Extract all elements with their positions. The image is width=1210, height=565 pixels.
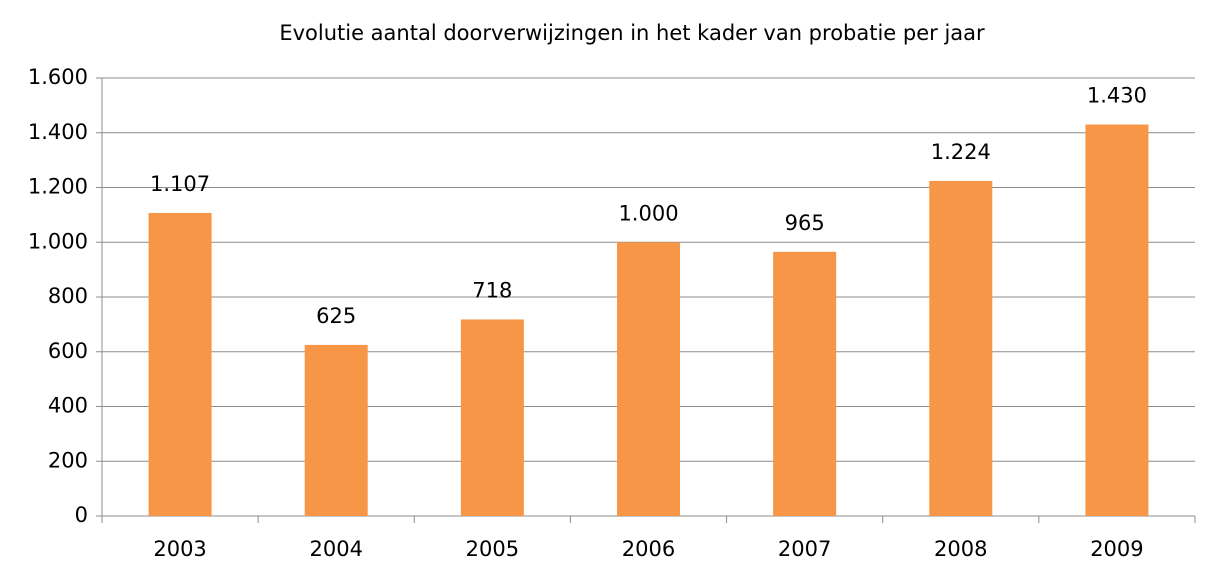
value-label: 965 [785, 211, 825, 235]
value-label: 1.107 [150, 172, 210, 196]
bar [929, 180, 993, 516]
x-tick-label: 2007 [778, 537, 831, 561]
y-tick-label: 400 [48, 394, 88, 418]
y-tick-label: 1.200 [28, 175, 88, 199]
y-tick-label: 200 [48, 448, 88, 472]
y-tick-label: 0 [75, 503, 88, 527]
x-tick-label: 2003 [153, 537, 206, 561]
x-tick-label: 2008 [934, 537, 987, 561]
bar [773, 251, 837, 517]
y-tick-label: 1.400 [28, 120, 88, 144]
bar [304, 344, 368, 516]
x-tick-label: 2005 [466, 537, 519, 561]
x-tick-label: 2006 [622, 537, 675, 561]
x-tick-label: 2004 [309, 537, 362, 561]
x-tick-label: 2009 [1090, 537, 1143, 561]
y-tick-label: 1.600 [28, 65, 88, 89]
y-tick-label: 1.000 [28, 229, 88, 253]
y-tick-label: 800 [48, 284, 88, 308]
value-label: 1.224 [931, 140, 991, 164]
value-label: 625 [316, 304, 356, 328]
bar [1085, 124, 1149, 516]
bar [460, 319, 524, 516]
value-label: 718 [472, 278, 512, 302]
chart-title: Evolutie aantal doorverwijzingen in het … [279, 21, 985, 45]
bar [617, 242, 680, 516]
value-label: 1.430 [1087, 84, 1147, 108]
value-label: 1.000 [618, 201, 678, 225]
y-tick-label: 600 [48, 339, 88, 363]
bar [148, 212, 212, 517]
